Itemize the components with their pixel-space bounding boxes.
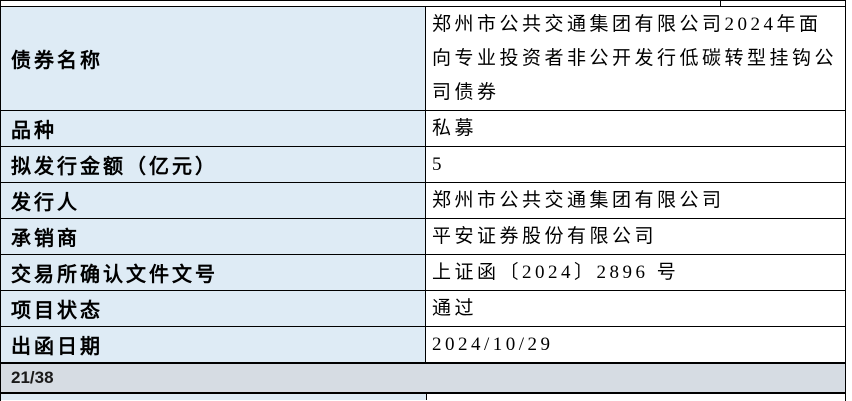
- table-row-amount: 拟发行金额（亿元） 5: [1, 147, 845, 183]
- row-value: 5: [426, 147, 845, 182]
- row-label: 项目状态: [1, 291, 426, 326]
- row-label: 品种: [1, 111, 426, 146]
- row-value: 平安证券股份有限公司: [426, 219, 845, 254]
- table-row-issuer: 发行人 郑州市公共交通集团有限公司: [1, 183, 845, 219]
- row-value: 郑州市公共交通集团有限公司2024年面向专业投资者非公开发行低碳转型挂钩公司债券: [426, 7, 845, 110]
- next-row-cell-left: [1, 394, 427, 400]
- row-value: 私募: [426, 111, 845, 146]
- pagination-row: 21/38: [1, 363, 845, 394]
- row-label: 拟发行金额（亿元）: [1, 147, 426, 182]
- row-value: 通过: [426, 291, 845, 326]
- table-row-bond-name: 债券名称 郑州市公共交通集团有限公司2024年面向专业投资者非公开发行低碳转型挂…: [1, 7, 845, 111]
- previous-row-partial: [1, 1, 845, 7]
- next-row-partial: [1, 394, 845, 400]
- table-row-underwriter: 承销商 平安证券股份有限公司: [1, 219, 845, 255]
- previous-row-cell-right: [721, 1, 845, 6]
- table-row-status: 项目状态 通过: [1, 291, 845, 327]
- row-label: 债券名称: [1, 7, 426, 110]
- row-label: 出函日期: [1, 327, 426, 362]
- table-row-variety: 品种 私募: [1, 111, 845, 147]
- previous-row-cell-left: [1, 1, 721, 6]
- row-value: 2024/10/29: [426, 327, 845, 362]
- row-value: 郑州市公共交通集团有限公司: [426, 183, 845, 218]
- table-row-letter-date: 出函日期 2024/10/29: [1, 327, 845, 363]
- table-row-confirmation-doc: 交易所确认文件文号 上证函〔2024〕2896 号: [1, 255, 845, 291]
- row-value: 上证函〔2024〕2896 号: [426, 255, 845, 290]
- row-label: 承销商: [1, 219, 426, 254]
- next-row-cell-right: [427, 394, 845, 400]
- pagination-text: 21/38: [11, 368, 54, 387]
- row-label: 交易所确认文件文号: [1, 255, 426, 290]
- row-label: 发行人: [1, 183, 426, 218]
